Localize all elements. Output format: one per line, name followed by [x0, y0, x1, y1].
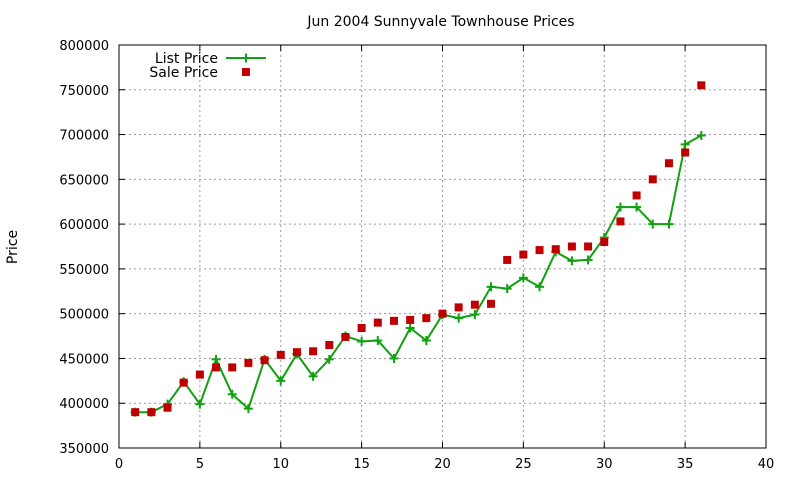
data-point	[422, 314, 431, 323]
data-point	[227, 389, 237, 399]
data-point	[373, 318, 382, 327]
data-point	[615, 202, 625, 212]
y-tick-label: 700000	[59, 129, 109, 144]
data-point	[276, 350, 285, 359]
data-point	[680, 139, 690, 149]
x-tick-label: 10	[272, 457, 289, 472]
series-sale-price	[131, 81, 706, 417]
data-point	[470, 310, 480, 320]
legend-marker	[241, 53, 251, 63]
y-tick-label: 400000	[59, 397, 109, 412]
x-tick-label: 25	[515, 457, 532, 472]
data-point	[212, 363, 221, 372]
data-point	[648, 175, 657, 184]
y-tick-label: 650000	[59, 173, 109, 188]
x-tick-label: 20	[434, 457, 451, 472]
data-point	[131, 408, 140, 417]
data-point	[535, 246, 544, 255]
legend-label: List Price	[155, 51, 218, 67]
data-point	[308, 371, 318, 381]
data-point	[147, 408, 156, 417]
data-point	[567, 242, 576, 251]
data-point	[454, 313, 464, 323]
y-tick-label: 500000	[59, 308, 109, 323]
data-point	[373, 336, 383, 346]
data-point	[632, 191, 641, 200]
data-point	[600, 238, 609, 247]
data-point	[357, 336, 367, 346]
x-tick-label: 15	[353, 457, 370, 472]
y-axis-label: Price	[5, 230, 21, 264]
x-tick-label: 40	[758, 457, 775, 472]
data-point	[584, 242, 593, 251]
data-point	[405, 323, 415, 333]
data-point	[389, 353, 399, 363]
y-tick-label: 600000	[59, 218, 109, 233]
data-point	[551, 245, 560, 254]
data-point	[357, 323, 366, 332]
data-point	[567, 256, 577, 266]
x-tick-label: 5	[196, 457, 204, 472]
data-point	[389, 316, 398, 325]
tick-labels: 0 5 10 15 20 25 30 35 40 350000 400000 450000 500000…	[59, 39, 774, 472]
data-point	[616, 217, 625, 226]
data-point	[244, 358, 253, 367]
y-tick-label: 800000	[59, 39, 109, 54]
legend-label: Sale Price	[149, 65, 218, 81]
series-line	[135, 134, 702, 414]
data-point	[519, 250, 528, 259]
data-point	[195, 370, 204, 379]
data-point	[502, 284, 512, 294]
data-point	[324, 354, 334, 364]
y-tick-label: 750000	[59, 84, 109, 99]
data-point	[518, 273, 528, 283]
data-point	[228, 363, 237, 372]
data-point	[696, 130, 706, 140]
y-tick-label: 450000	[59, 352, 109, 367]
data-point	[664, 159, 673, 168]
data-point	[697, 81, 706, 90]
data-point	[211, 354, 221, 364]
data-point	[681, 148, 690, 157]
data-point	[309, 347, 318, 356]
x-tick-label: 0	[115, 457, 123, 472]
data-point	[487, 299, 496, 308]
data-point	[260, 356, 269, 365]
data-point	[195, 399, 205, 409]
data-point	[341, 332, 350, 341]
data-point	[632, 202, 642, 212]
data-point	[470, 300, 479, 309]
axes	[118, 44, 767, 449]
x-tick-label: 30	[596, 457, 613, 472]
data-point	[163, 403, 172, 412]
legend-marker	[242, 68, 250, 76]
data-point	[438, 309, 447, 318]
data-point	[292, 348, 301, 357]
data-point	[503, 255, 512, 264]
y-tick-label: 550000	[59, 263, 109, 278]
chart-title: Jun 2004 Sunnyvale Townhouse Prices	[306, 14, 574, 30]
data-point	[648, 219, 658, 229]
series-layer	[130, 81, 706, 417]
data-point	[535, 282, 545, 292]
data-point	[325, 341, 334, 350]
data-point	[406, 315, 415, 324]
data-point	[276, 376, 286, 386]
data-point	[583, 255, 593, 265]
data-point	[421, 336, 431, 346]
data-point	[454, 303, 463, 312]
data-point	[179, 378, 188, 387]
data-point	[243, 404, 253, 414]
data-point	[664, 219, 674, 229]
y-tick-label: 350000	[59, 442, 109, 457]
data-point	[486, 282, 496, 292]
x-tick-label: 35	[677, 457, 694, 472]
